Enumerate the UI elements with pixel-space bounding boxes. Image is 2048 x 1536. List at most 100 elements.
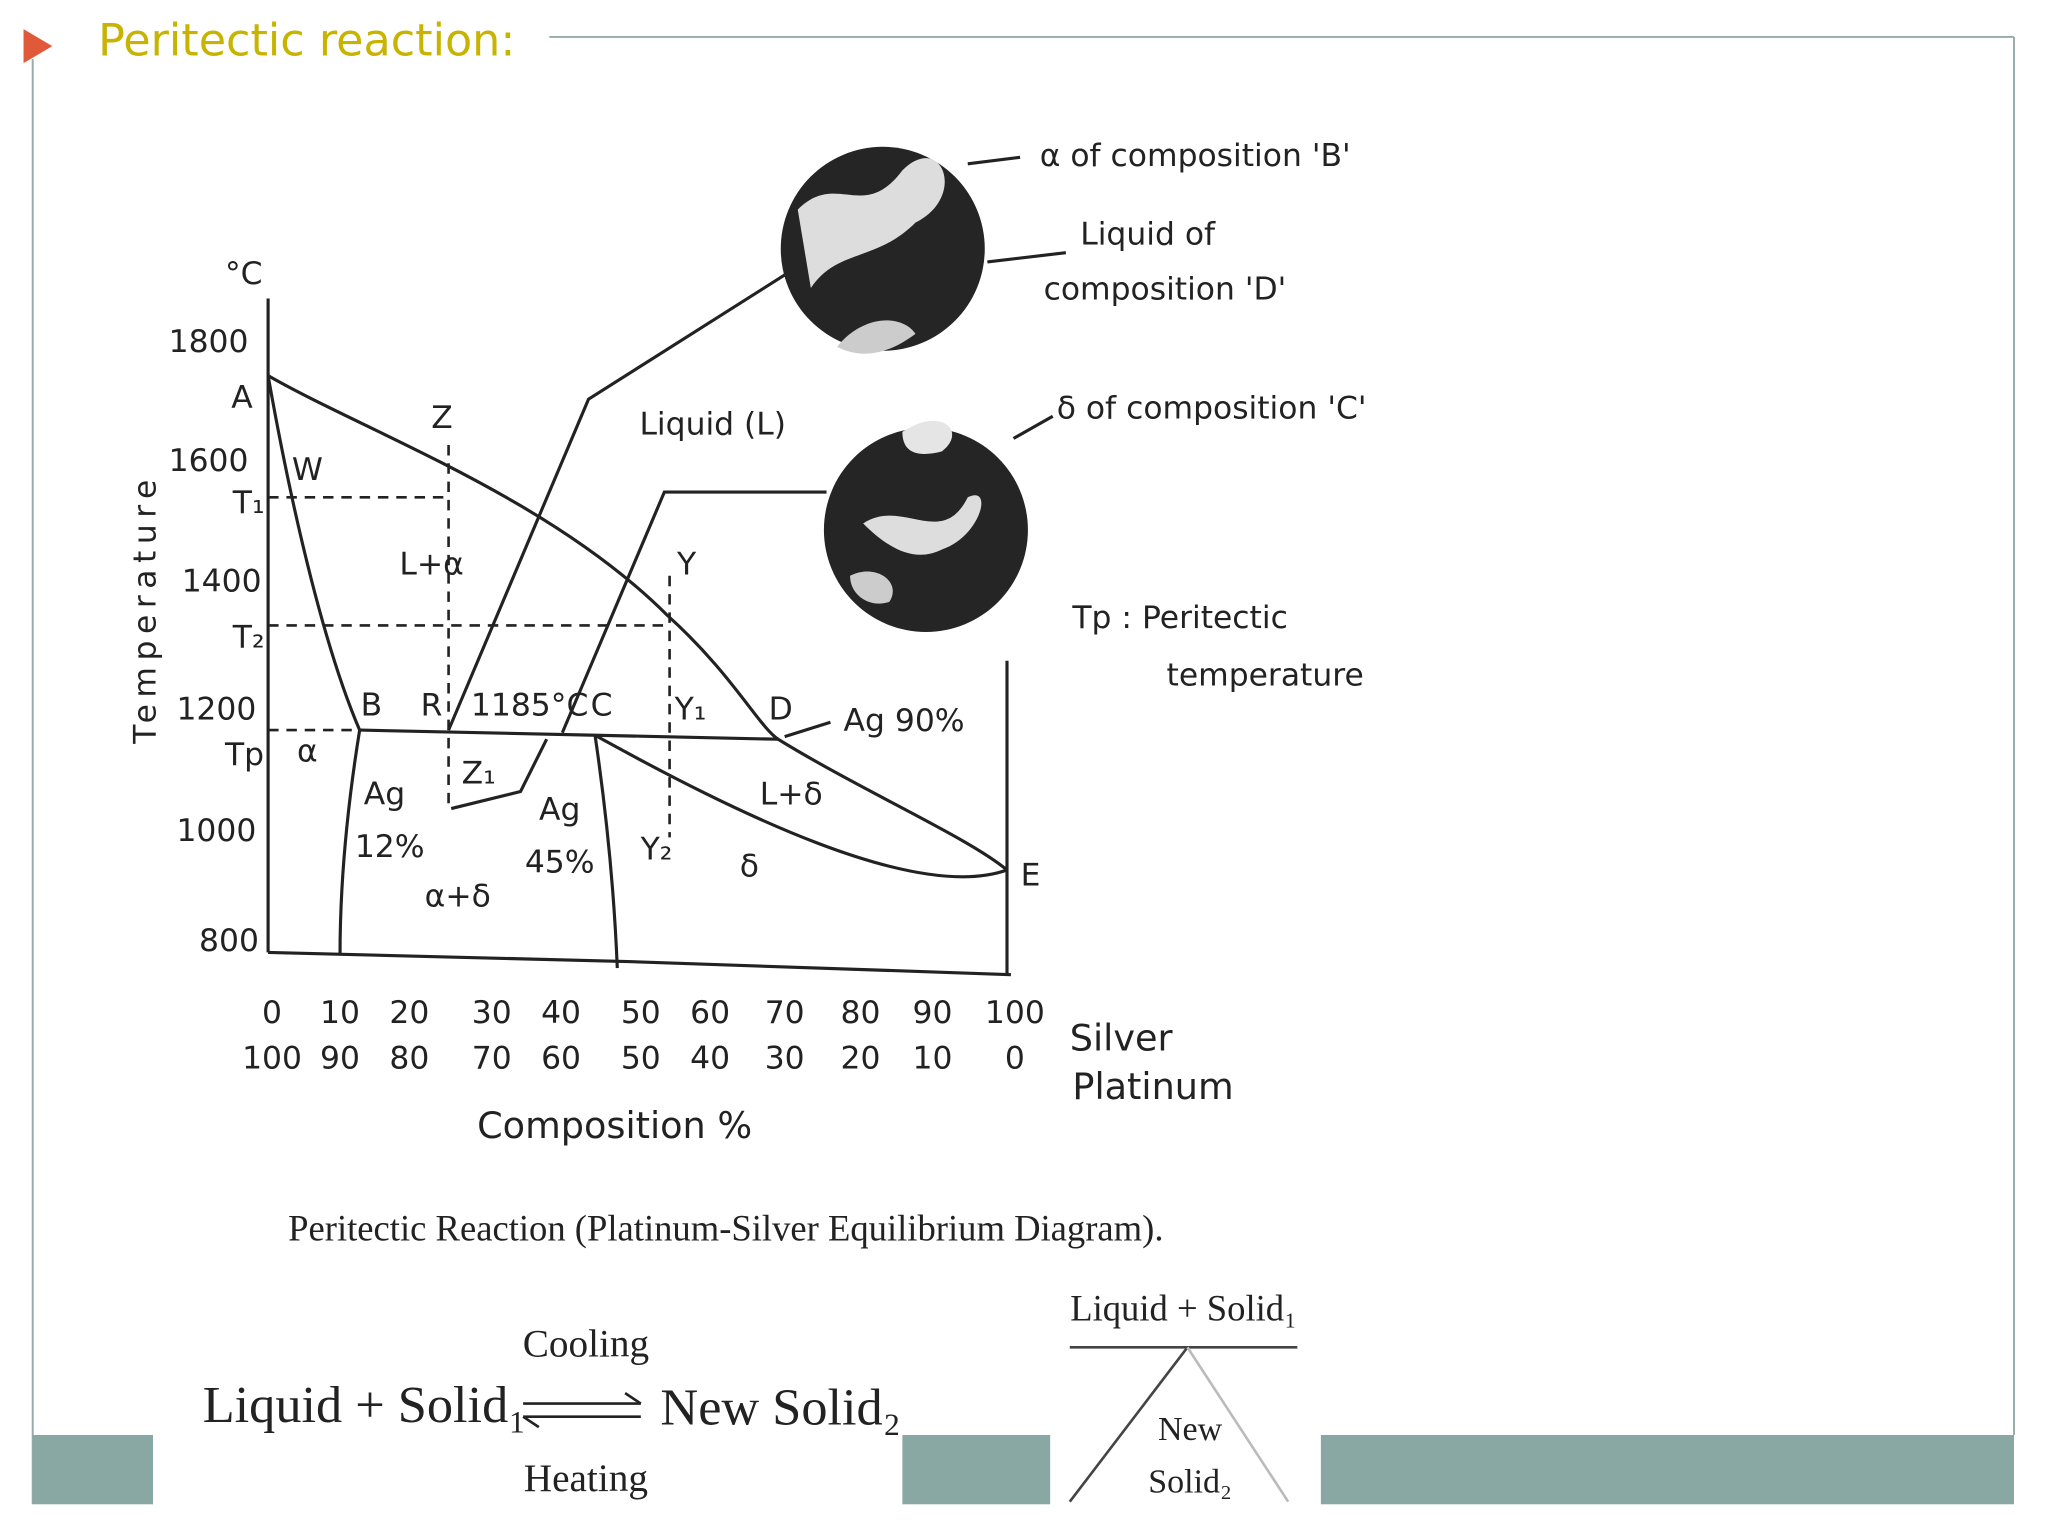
solidus (266, 375, 362, 731)
micrograph-phase (902, 420, 953, 454)
delta-solidus (594, 733, 1008, 879)
caption: Peritectic Reaction (Platinum-Silver Equ… (288, 1208, 1163, 1249)
platinum-label: Platinum (1072, 1065, 1233, 1108)
tree-line (1068, 1346, 1189, 1503)
leader-line (450, 738, 549, 811)
platinum-tick-label: 80 (389, 1041, 429, 1077)
region-label: δ (740, 848, 759, 884)
equation-top: Cooling (523, 1322, 649, 1365)
y-label: 1200 (176, 691, 256, 727)
equation-bottom: Heating (524, 1457, 648, 1500)
delta-solvus (593, 735, 619, 969)
temp-label: T₁ (232, 485, 265, 521)
tree-top: Liquid + Solid₁ (1070, 1287, 1297, 1328)
platinum-tick-label: 100 (242, 1041, 302, 1077)
y-label: 800 (199, 923, 259, 959)
platinum-tick-label: 40 (690, 1041, 730, 1077)
region-label: α+δ (425, 878, 491, 914)
footer-bar (32, 1434, 154, 1505)
region-label: Liquid (L) (639, 406, 786, 442)
equation-right: New Solid₂ (660, 1379, 901, 1437)
x-axis-label: Composition % (477, 1104, 752, 1147)
diagram-labels: °C Temperature 1800 1600 1400 1200 1000 … (127, 138, 1366, 1147)
slide-title: Peritectic reaction: (98, 15, 515, 66)
x-axis (268, 950, 1011, 977)
silver-tick-label: 0 (262, 995, 282, 1031)
tp-note: Tp : Peritectic (1071, 600, 1287, 636)
temp-label: Tp (224, 737, 264, 773)
point-label: R (421, 688, 443, 724)
y-unit: °C (225, 256, 263, 292)
annotation: Ag (364, 776, 405, 812)
callout: composition 'D' (1044, 272, 1287, 308)
annotation: 1185°C (471, 688, 588, 724)
micrograph-phase (836, 320, 916, 354)
micrograph-phase (850, 571, 893, 604)
point-label: C (591, 688, 613, 724)
silver-tick-label: 10 (320, 995, 360, 1031)
temp-label: T₂ (232, 620, 265, 656)
point-label: E (1021, 858, 1041, 894)
tree-bottom: New (1158, 1411, 1223, 1448)
equation-left: Liquid + Solid₁ (203, 1376, 527, 1434)
tree-line (1186, 1346, 1290, 1503)
leader-line (784, 720, 831, 739)
arrow (522, 1415, 540, 1429)
callout: α of composition 'B' (1040, 138, 1351, 174)
platinum-tick-label: 0 (1005, 1041, 1025, 1077)
annotation: Ag (539, 792, 580, 828)
footer-bar (1320, 1434, 2014, 1505)
annotation: 45% (525, 844, 595, 880)
point-label: B (361, 688, 383, 724)
point-label: Y₁ (674, 691, 707, 727)
y-label: 1800 (169, 324, 249, 360)
tp-note: temperature (1167, 657, 1364, 693)
footer-bar (902, 1434, 1051, 1505)
micrograph-phase (797, 158, 945, 289)
platinum-tick-label: 50 (621, 1041, 661, 1077)
callout: δ of composition 'C' (1057, 391, 1367, 427)
platinum-tick-label: 90 (320, 1041, 360, 1077)
point-label: A (231, 380, 253, 416)
silver-tick-label: 100 (985, 995, 1045, 1031)
point-label: Y (676, 546, 697, 582)
silver-tick-label: 80 (841, 995, 881, 1031)
leader-line (1012, 414, 1054, 440)
platinum-tick-label: 60 (541, 1041, 581, 1077)
y-label: 1400 (182, 563, 262, 599)
annotation: 12% (355, 829, 425, 865)
phase-diagram (266, 146, 1067, 977)
silver-label: Silver (1070, 1017, 1174, 1060)
region-label: L+δ (760, 776, 823, 812)
platinum-tick-label: 70 (472, 1041, 512, 1077)
region-label: L+α (399, 546, 463, 582)
arrow (624, 1392, 642, 1405)
silver-tick-label: 20 (389, 995, 429, 1031)
silver-tick-label: 60 (690, 995, 730, 1031)
silver-tick-label: 30 (472, 995, 512, 1031)
leader-line (560, 490, 827, 734)
silver-tick-label: 50 (621, 995, 661, 1031)
liquidus (267, 374, 1009, 872)
leader-line (987, 251, 1067, 264)
platinum-tick-label: 20 (841, 1041, 881, 1077)
point-label: D (769, 691, 793, 727)
callout: Liquid of (1080, 217, 1216, 253)
region-label: α (297, 733, 318, 769)
leader-line (967, 155, 1021, 166)
equation: Liquid + Solid₁ Cooling Heating New Soli… (203, 1322, 901, 1500)
point-label: Z₁ (462, 756, 496, 792)
y-axis-label: Temperature (127, 473, 163, 745)
silver-tick-label: 90 (912, 995, 952, 1031)
annotation: Ag 90% (844, 703, 965, 739)
silver-tick-label: 70 (765, 995, 805, 1031)
tree-bottom: Solid₂ (1148, 1463, 1232, 1500)
leader-line (447, 273, 786, 731)
micrograph-phase (863, 495, 982, 555)
bullet (23, 29, 53, 64)
peritectic-line (359, 728, 779, 741)
silver-tick-label: 40 (541, 995, 581, 1031)
y-label: 1600 (169, 443, 249, 479)
alpha-solvus (338, 729, 362, 956)
point-label: W (292, 452, 323, 488)
